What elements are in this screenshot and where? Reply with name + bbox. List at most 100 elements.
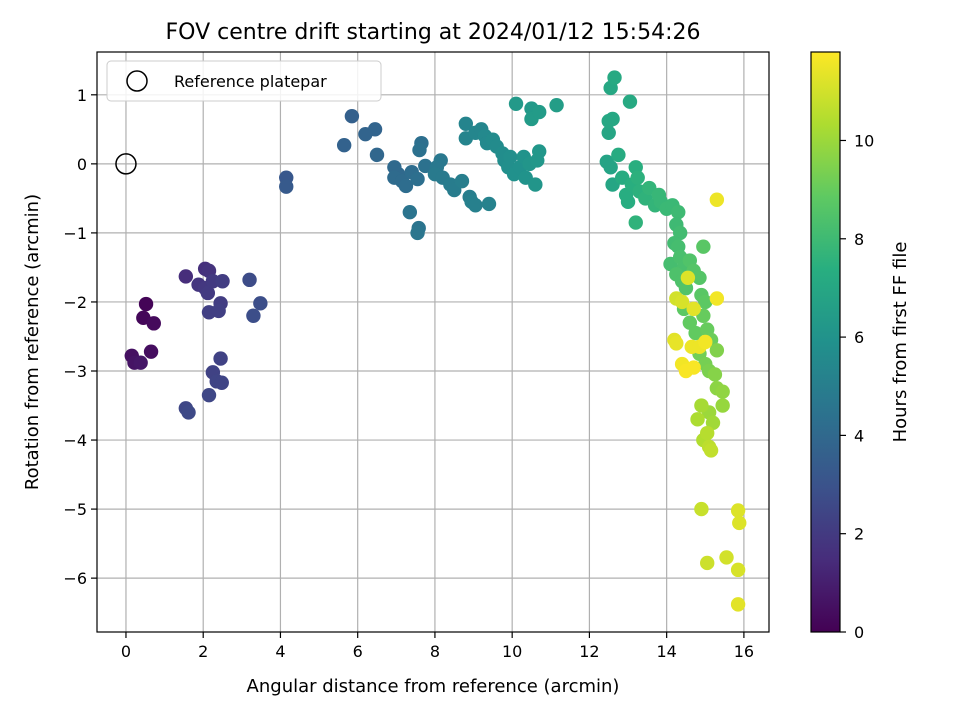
data-point [690,412,705,427]
x-tick-label: 8 [430,642,440,661]
y-tick-label: 1 [77,86,87,105]
data-point [622,94,638,109]
data-point [603,160,618,175]
data-point [454,173,470,189]
data-point [253,296,268,311]
data-point [700,555,715,571]
data-point [412,142,427,158]
legend: Reference platepar [106,60,382,102]
data-point [694,501,709,517]
data-point [730,503,746,518]
data-point [530,153,545,168]
reference-point [115,153,137,175]
data-point [730,562,746,578]
y-axis-label: Rotation from reference (arcmin) [22,194,43,490]
data-point [481,196,497,212]
data-point [707,367,723,382]
data-point [698,294,713,310]
data-point [138,296,154,312]
y-tick-label: −1 [63,224,87,243]
chart-title: FOV centre drift starting at 2024/01/12 … [166,20,701,45]
x-tick-label: 6 [353,642,363,661]
legend-marker-icon [126,70,148,92]
data-point [698,334,713,350]
y-tick-label: −2 [63,293,87,312]
data-point [669,336,684,351]
y-tick-label: −5 [63,500,87,519]
data-point [215,274,230,289]
data-point [279,179,294,194]
data-point [201,387,217,403]
data-point [620,194,636,210]
data-point [528,177,543,192]
data-point [692,270,707,285]
data-point [696,239,711,254]
y-axis-ticks: 1 0 −1 −2 −3 −4 −5 −6 [63,86,97,588]
data-point [410,171,425,187]
data-point [694,398,709,413]
colorbar-tick-label: 10 [854,131,874,150]
data-point [715,398,730,413]
x-axis-ticks: 0 2 4 6 8 10 12 14 16 [121,632,754,661]
data-point [549,97,564,113]
grid-lines [97,52,769,632]
data-point [532,104,547,120]
data-point [410,225,425,241]
data-point [398,178,414,194]
data-point [688,325,703,341]
data-point [242,272,257,288]
x-tick-label: 10 [502,642,522,661]
data-point [630,170,645,185]
x-tick-label: 4 [275,642,285,661]
x-tick-label: 0 [121,642,131,661]
data-point [143,344,159,359]
data-point [200,285,216,301]
data-point [709,343,725,358]
x-tick-label: 16 [734,642,754,661]
data-point [503,149,518,165]
data-point [468,198,483,213]
data-point [369,147,385,163]
data-points [124,70,747,612]
data-point [601,125,616,140]
data-point [178,269,194,284]
colorbar-label: Hours from first FF file [890,242,911,443]
x-axis-label: Angular distance from reference (arcmin) [247,676,620,697]
data-point [458,116,474,132]
colorbar-tick-label: 2 [854,525,864,544]
plot-frame [96,51,770,633]
data-point [703,443,719,458]
data-point [418,158,433,174]
data-point [607,70,622,85]
data-point [730,597,746,612]
data-point [709,192,725,207]
data-point [133,355,148,370]
colorbar-tick-label: 6 [854,328,864,347]
data-point [601,113,616,129]
data-point [715,384,730,399]
data-point [628,215,643,230]
data-point [674,294,690,310]
data-point [611,147,626,163]
data-point [213,351,228,366]
data-point [709,291,725,306]
reference-marker [115,153,137,175]
data-point [508,96,524,111]
data-point [686,360,701,375]
data-point [700,425,715,441]
data-point [680,270,696,285]
x-tick-label: 14 [656,642,676,661]
data-point [402,204,418,220]
data-point [671,204,686,220]
colorbar-tick-label: 4 [854,426,864,445]
y-tick-label: −6 [63,569,87,588]
data-point [358,126,373,142]
data-point [336,138,352,153]
y-tick-label: 0 [77,155,87,174]
data-point [181,405,196,420]
x-tick-label: 2 [198,642,208,661]
data-point [686,301,701,317]
data-point [732,515,747,531]
data-point [719,550,734,565]
